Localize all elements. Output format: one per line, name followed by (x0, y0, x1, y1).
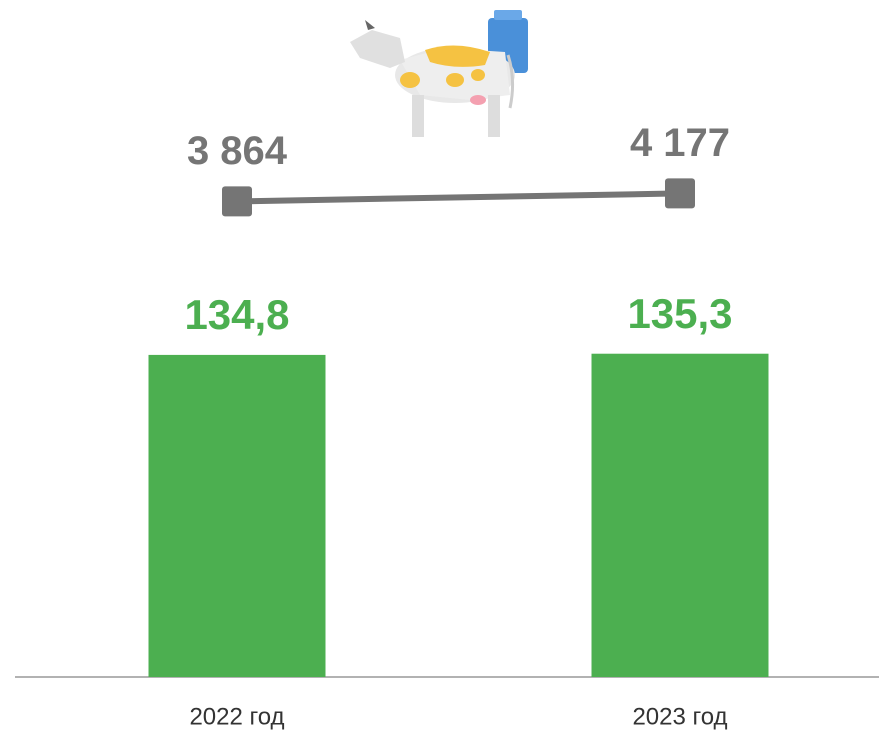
bar-value-label: 135,3 (627, 290, 732, 337)
bar (148, 354, 326, 677)
line (236, 190, 681, 205)
line-value-label: 3 864 (187, 129, 288, 173)
x-tick-label: 2023 год (632, 703, 727, 730)
bar-value-label: 134,8 (184, 291, 289, 338)
line-marker (665, 178, 695, 209)
bar (591, 353, 769, 677)
line-marker (222, 186, 252, 217)
x-tick-label: 2022 год (189, 703, 284, 730)
cow-icon (350, 10, 528, 137)
line-value-label: 4 177 (630, 121, 730, 165)
